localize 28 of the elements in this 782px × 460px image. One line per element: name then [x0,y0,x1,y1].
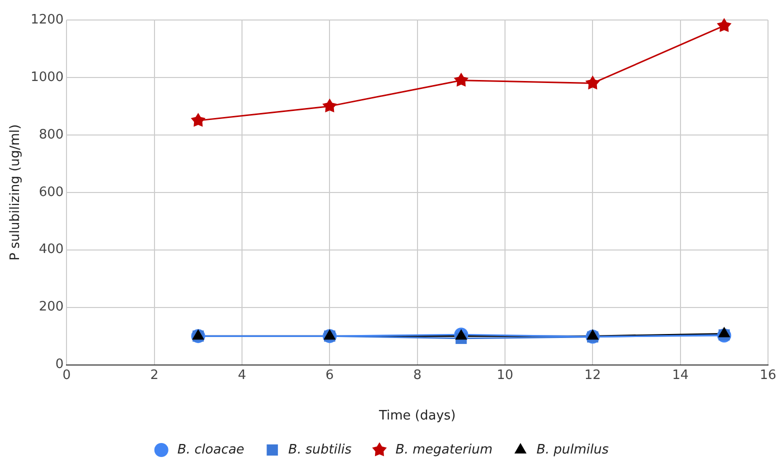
y-tick-label: 400 [38,242,64,258]
point [454,72,468,87]
y-axis-title: P sulubilizing (ug/ml) [8,124,24,261]
point [585,76,600,90]
x-tick-label: 2 [150,368,158,383]
point [586,329,599,340]
y-tick-label: 600 [38,184,64,200]
y-tick-label: 200 [38,300,64,315]
x-tick-label: 6 [326,368,334,383]
y-tick-label: 800 [38,127,64,142]
point [322,98,337,112]
y-tick-label: 1000 [30,70,64,85]
x-tick-label: 8 [413,368,422,383]
x-tick-label: 12 [584,368,601,383]
y-tick-label: 1200 [30,12,64,28]
x-tick-label: 4 [238,368,246,383]
point [190,112,206,127]
y-tick-label: 0 [55,357,64,372]
x-tick-label: 16 [760,368,776,383]
point [716,18,732,32]
legend-label: B. pulmilus [536,442,609,458]
x-tick-label: 14 [672,368,689,383]
x-tick-label: 10 [496,368,514,383]
legend-label: B. megaterium [395,442,492,458]
point [718,326,730,338]
legend-label: B. cloacae [177,442,244,458]
legend-label: B. subtilis [288,442,352,458]
x-axis-title: Time (days) [378,408,456,424]
